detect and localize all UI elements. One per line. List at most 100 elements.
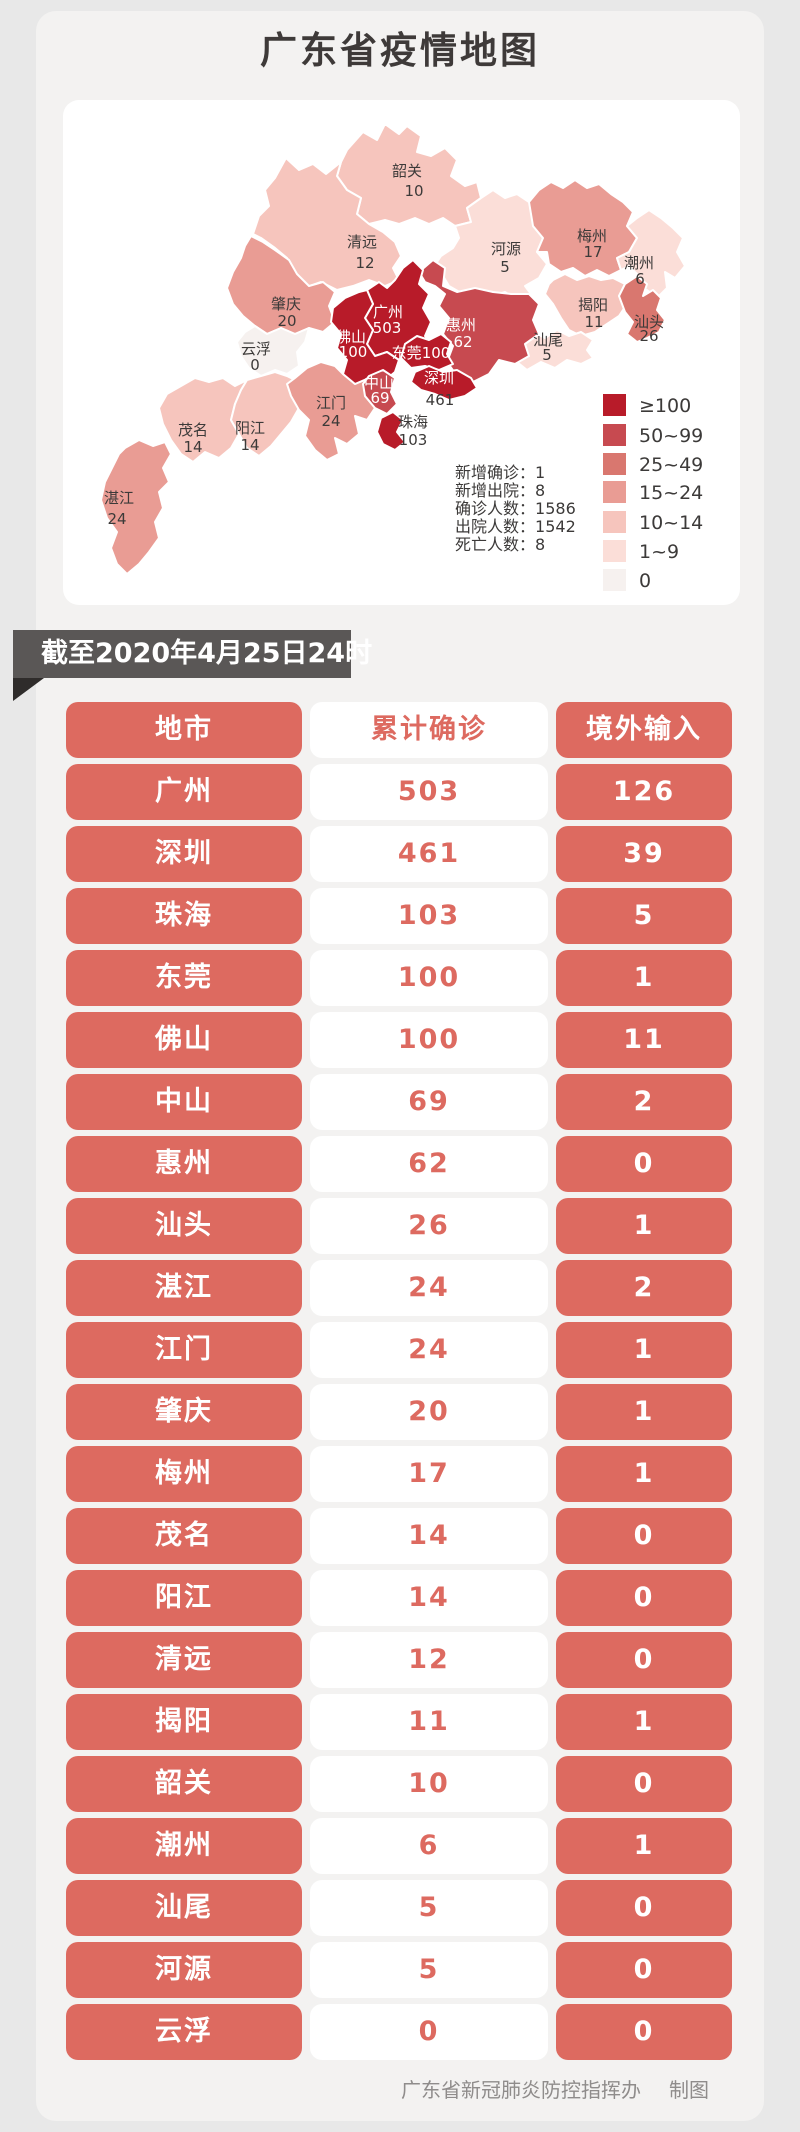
table-cell: 26 — [310, 1198, 548, 1254]
map-region-shantou — [618, 275, 666, 343]
map-stat-colon: ： — [519, 517, 535, 536]
legend-swatch-l5 — [603, 453, 626, 475]
table-cell: 11 — [310, 1694, 548, 1750]
table-row: 揭阳 11 1 — [66, 1694, 732, 1750]
table-cell: 14 — [310, 1508, 548, 1564]
table-cell: 17 — [310, 1446, 548, 1502]
table-cell: 潮州 — [66, 1818, 302, 1874]
map-label-shanwei: 汕尾 — [533, 331, 563, 349]
table-cell: 0 — [556, 1942, 732, 1998]
map-region-foshan — [330, 289, 400, 385]
table-cell: 1 — [556, 1818, 732, 1874]
table-cell: 1 — [556, 1446, 732, 1502]
map-value-zhanjiang: 24 — [107, 510, 126, 528]
table-header-cell: 累计确诊 — [310, 702, 548, 758]
table-cell: 东莞 — [66, 950, 302, 1006]
map-stat-line: 出院人数：1542 — [455, 517, 576, 536]
map-label-yangjiang: 阳江 — [235, 419, 265, 437]
table-cell: 江门 — [66, 1322, 302, 1378]
table-cell: 广州 — [66, 764, 302, 820]
map-stat-colon: ： — [519, 499, 535, 518]
table-cell: 1 — [556, 1322, 732, 1378]
table-cell: 14 — [310, 1570, 548, 1626]
table-row: 阳江 14 0 — [66, 1570, 732, 1626]
table-cell: 清远 — [66, 1632, 302, 1688]
table-cell: 1 — [556, 950, 732, 1006]
table-row: 江门 24 1 — [66, 1322, 732, 1378]
map-region-yunfu — [236, 325, 310, 377]
map-value-yunfu: 0 — [250, 356, 260, 374]
map-label-value: 100 — [422, 344, 451, 362]
map-label-zhongshan: 中山 — [364, 374, 394, 392]
table-row: 珠海 103 5 — [66, 888, 732, 944]
table-cell: 2 — [556, 1074, 732, 1130]
map-value-jiangmen: 24 — [321, 412, 340, 430]
legend-label: 50~99 — [639, 425, 703, 447]
legend-swatch-l2 — [603, 540, 626, 562]
map-value-shantou: 26 — [639, 327, 658, 345]
map-label-huizhou: 惠州 — [446, 316, 476, 334]
map-stat-colon: ： — [519, 481, 535, 500]
map-label-qingyuan: 清远 — [347, 233, 377, 251]
table-cell: 揭阳 — [66, 1694, 302, 1750]
table-row: 梅州 17 1 — [66, 1446, 732, 1502]
table-cell: 1 — [556, 1198, 732, 1254]
map-region-chaozhou — [616, 209, 686, 299]
table-row: 清远 12 0 — [66, 1632, 732, 1688]
map-region-zhongshan — [362, 369, 398, 415]
map-value-zhaoqing: 20 — [277, 312, 296, 330]
map-value-shaoguan: 10 — [404, 182, 423, 200]
legend-label: 25~49 — [639, 454, 703, 476]
table-cell: 茂名 — [66, 1508, 302, 1564]
table-cell: 汕尾 — [66, 1880, 302, 1936]
table-cell: 0 — [556, 1570, 732, 1626]
date-banner: 截至2020年4月25日24时 — [13, 630, 372, 678]
map-value-foshan: 100 — [339, 343, 368, 361]
legend-swatch-l1 — [603, 569, 626, 591]
table-row: 湛江 24 2 — [66, 1260, 732, 1316]
table-cell: 24 — [310, 1260, 548, 1316]
table-cell: 汕头 — [66, 1198, 302, 1254]
map-region-jieyang — [544, 273, 628, 337]
table-cell: 阳江 — [66, 1570, 302, 1626]
table-cell: 126 — [556, 764, 732, 820]
map-region-zhanjiang — [100, 439, 172, 575]
table-row: 深圳 461 39 — [66, 826, 732, 882]
map-region-zhuhai — [376, 411, 406, 451]
table-cell: 103 — [310, 888, 548, 944]
map-stat-label: 确诊人数 — [455, 499, 519, 518]
footer-maker: 广东省新冠肺炎防控指挥办 — [401, 2078, 641, 2102]
map-stat-label: 新增确诊 — [455, 463, 519, 482]
legend-swatch-l4 — [603, 481, 626, 503]
table-cell: 24 — [310, 1322, 548, 1378]
map-label-shantou: 汕头 — [634, 313, 664, 331]
map-stat-label: 出院人数 — [455, 517, 519, 536]
table-row: 广州 503 126 — [66, 764, 732, 820]
table-row: 汕尾 5 0 — [66, 1880, 732, 1936]
map-label-heyuan: 河源 — [491, 240, 521, 258]
map-label-zhaoqing: 肇庆 — [271, 295, 301, 313]
table-row: 肇庆 20 1 — [66, 1384, 732, 1440]
table-cell: 0 — [310, 2004, 548, 2060]
map-region-huizhou — [418, 259, 540, 383]
city-case-table: 地市 累计确诊 境外输入 广州 503 126 深圳 461 39 珠海 103 5 东莞 100 1 佛山 1… — [66, 702, 732, 2060]
table-cell: 惠州 — [66, 1136, 302, 1192]
table-cell: 肇庆 — [66, 1384, 302, 1440]
map-value-shanwei: 5 — [542, 346, 552, 364]
map-stat-value: 1586 — [535, 499, 576, 518]
table-cell: 5 — [310, 1880, 548, 1936]
table-row: 茂名 14 0 — [66, 1508, 732, 1564]
table-cell: 云浮 — [66, 2004, 302, 2060]
table-cell: 珠海 — [66, 888, 302, 944]
map-value-meizhou: 17 — [583, 243, 602, 261]
table-cell: 0 — [556, 2004, 732, 2060]
map-regions — [100, 123, 686, 575]
map-stat-value: 8 — [535, 535, 545, 554]
table-row: 汕头 26 1 — [66, 1198, 732, 1254]
table-cell: 河源 — [66, 1942, 302, 1998]
page-title: 广东省疫情地图 — [260, 29, 540, 72]
legend-swatch-l3 — [603, 511, 626, 533]
map-stat-colon: ： — [519, 535, 535, 554]
table-row: 河源 5 0 — [66, 1942, 732, 1998]
